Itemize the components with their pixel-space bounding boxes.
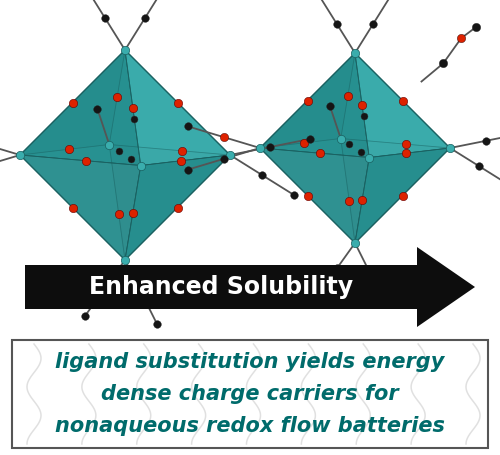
Polygon shape (260, 53, 369, 157)
Text: Enhanced Solubility: Enhanced Solubility (89, 275, 353, 299)
Polygon shape (355, 148, 450, 243)
Text: dense charge carriers for: dense charge carriers for (101, 384, 399, 404)
Text: ligand substitution yields energy: ligand substitution yields energy (56, 352, 444, 372)
FancyBboxPatch shape (12, 340, 488, 448)
Polygon shape (341, 138, 450, 243)
Polygon shape (260, 53, 355, 148)
Polygon shape (25, 247, 475, 327)
Polygon shape (109, 50, 230, 155)
Polygon shape (125, 155, 230, 260)
Polygon shape (20, 50, 125, 155)
Polygon shape (20, 145, 125, 260)
Polygon shape (20, 155, 141, 260)
Polygon shape (260, 138, 355, 243)
Polygon shape (355, 53, 450, 157)
Polygon shape (109, 145, 230, 260)
Polygon shape (20, 50, 141, 166)
Polygon shape (260, 148, 369, 243)
Polygon shape (125, 50, 230, 166)
Text: nonaqueous redox flow batteries: nonaqueous redox flow batteries (55, 416, 445, 436)
Polygon shape (341, 53, 450, 148)
